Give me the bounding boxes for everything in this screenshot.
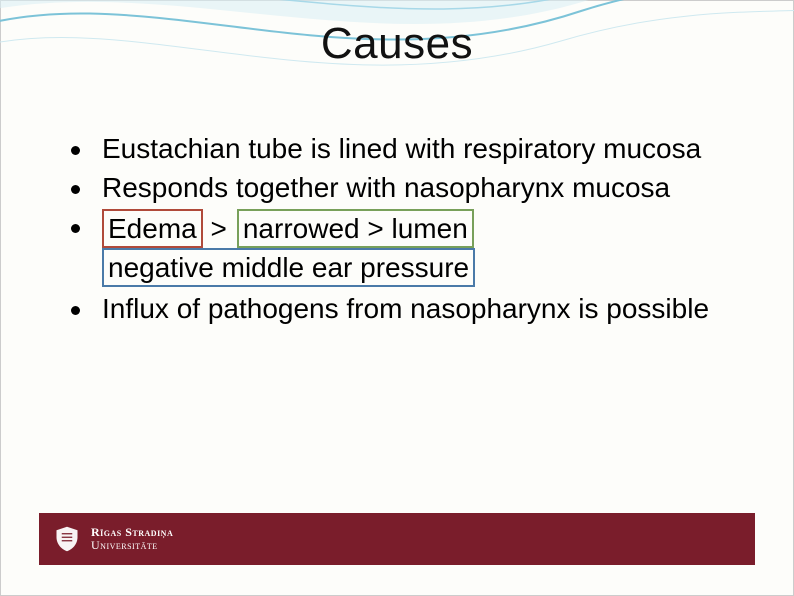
bullet-item: Influx of pathogens from nasopharynx is … [71, 291, 743, 326]
bullet-item: Eustachian tube is lined with respirator… [71, 131, 743, 166]
slide-body: Eustachian tube is lined with respirator… [71, 131, 743, 330]
sequence-sep: > [367, 213, 383, 244]
sequence-step: negative middle ear pressure [102, 248, 475, 287]
slide: Causes Eustachian tube is lined with res… [0, 0, 794, 596]
sequence-box-negative: negative middle ear pressure [102, 248, 475, 287]
sequence-box-narrowed: narrowed > lumen [237, 209, 474, 248]
bullet-marker [71, 146, 80, 155]
bullet-item: Responds together with nasopharynx mucos… [71, 170, 743, 205]
bullet-marker [71, 185, 80, 194]
bullet-marker [71, 224, 80, 233]
footer-org-name: Rīgas Stradiņa Universitāte [91, 526, 173, 552]
sequence-wrap: Edema > narrowed > lumen negat [102, 209, 743, 287]
slide-title: Causes [1, 19, 793, 69]
sequence-step: Edema > [102, 209, 227, 248]
footer-logo: Rīgas Stradiņa Universitāte [53, 525, 173, 553]
footer-bar: Rīgas Stradiņa Universitāte [39, 513, 755, 565]
bullet-text: Influx of pathogens from nasopharynx is … [102, 291, 709, 326]
bullet-text: Responds together with nasopharynx mucos… [102, 170, 670, 205]
university-crest-icon [53, 525, 81, 553]
sequence-step: narrowed > lumen [237, 209, 474, 248]
bullet-text: Eustachian tube is lined with respirator… [102, 131, 701, 166]
bullet-item-sequence: Edema > narrowed > lumen negat [71, 209, 743, 287]
sequence-sep: > [211, 213, 227, 244]
sequence-box-edema: Edema [102, 209, 203, 248]
bullet-marker [71, 306, 80, 315]
